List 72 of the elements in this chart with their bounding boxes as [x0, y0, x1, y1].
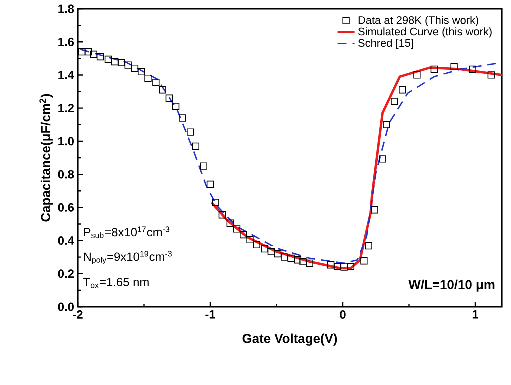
line-series [210, 66, 502, 270]
point [85, 48, 92, 56]
point [200, 162, 208, 170]
y-tick-label: 1.6 [58, 38, 74, 46]
point [383, 121, 390, 128]
point [240, 231, 248, 239]
annotation: N$_{poly}$=9x10$^{19}$cm$^{-3}$ [84, 251, 172, 265]
point [469, 66, 476, 74]
point [340, 264, 348, 271]
y-tick-label: 1.0 [58, 137, 74, 146]
point [391, 98, 398, 106]
y-tick-label: 0.2 [58, 270, 74, 278]
point [365, 242, 372, 250]
point [399, 86, 406, 94]
x-tick-label: -2 [73, 310, 83, 319]
y-tick-label: 0.4 [58, 236, 74, 245]
point [78, 48, 86, 56]
point [288, 254, 295, 262]
point [90, 50, 98, 58]
point [212, 199, 220, 206]
y-tick-label: 0.0 [58, 302, 74, 312]
y-tick-label: 1.2 [58, 104, 74, 113]
point [159, 86, 166, 94]
point [172, 103, 180, 110]
point [306, 260, 314, 268]
y-axis-title: Capacitance(μF/cm$^{2}$) [40, 94, 54, 222]
point [327, 262, 335, 269]
point [253, 241, 260, 249]
annotation: T$_{ox}$=1.65 nm [84, 278, 149, 288]
point [261, 245, 268, 253]
point [179, 114, 186, 122]
point [218, 212, 226, 219]
annotation: W/L=10/10 μm [408, 280, 495, 292]
point [192, 142, 200, 150]
point [450, 63, 458, 71]
point [294, 256, 302, 264]
point [371, 206, 378, 214]
point [246, 236, 254, 244]
point [347, 263, 355, 270]
point [138, 68, 146, 76]
point [96, 53, 104, 61]
x-tick-label: 0 [340, 310, 346, 319]
point [274, 250, 282, 258]
point [268, 248, 276, 256]
point [206, 180, 214, 188]
point [430, 66, 438, 74]
point [187, 128, 194, 136]
point [131, 65, 139, 72]
point [112, 58, 119, 66]
legend-label: Simulated Curve (this work) [358, 28, 492, 38]
point [104, 56, 112, 64]
y-tick-label: 0.6 [58, 203, 74, 212]
point [379, 156, 386, 163]
y-tick-label: 0.8 [58, 170, 74, 179]
point [414, 72, 421, 79]
point [488, 72, 495, 79]
x-tick-label: -1 [206, 310, 216, 319]
point [233, 226, 241, 233]
annotation: P$_{sub}$=8x10$^{17}$cm$^{-3}$ [84, 226, 170, 238]
x-axis-title: Gate Voltage(V) [242, 334, 338, 346]
y-tick-label: 1.8 [58, 4, 74, 14]
point [226, 220, 234, 227]
point [300, 258, 307, 266]
point [360, 258, 368, 265]
point [166, 94, 174, 102]
point [124, 62, 132, 69]
x-tick-label: 1 [472, 310, 478, 319]
legend-label: Schred [15] [358, 39, 414, 50]
legend-label: Data at 298K (This work) [358, 16, 478, 26]
point [152, 79, 160, 86]
y-tick-label: 1.4 [58, 71, 74, 80]
point [144, 74, 152, 82]
